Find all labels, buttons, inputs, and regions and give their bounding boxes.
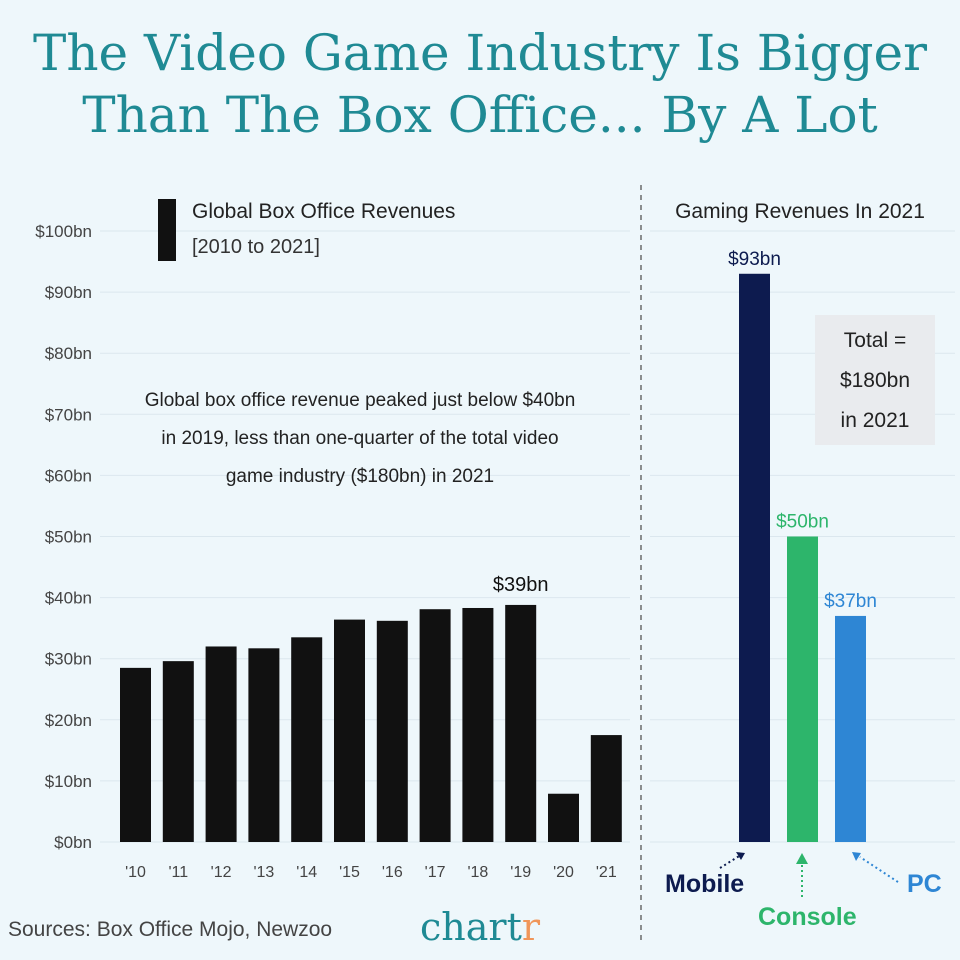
page-title: The Video Game Industry Is Bigger Than T… xyxy=(0,22,960,146)
box-office-bar xyxy=(291,637,323,842)
gaming-bar-console xyxy=(787,536,818,842)
y-tick-label: $20bn xyxy=(45,711,92,730)
box-office-chart-title: Global Box Office Revenues xyxy=(192,200,456,223)
pc-pointer xyxy=(859,856,899,883)
title-line-2: Than The Box Office... By A Lot xyxy=(82,86,878,144)
x-tick-label: '12 xyxy=(211,864,232,881)
x-tick-label: '11 xyxy=(168,864,188,881)
y-tick-label: $50bn xyxy=(45,528,92,547)
x-tick-label: '16 xyxy=(382,864,403,881)
total-line-1: Total = xyxy=(843,329,907,352)
mobile-arrowhead xyxy=(736,852,745,860)
gaming-chart-title: Gaming Revenues In 2021 xyxy=(675,200,925,223)
y-tick-label: $60bn xyxy=(45,466,92,485)
x-tick-label: '17 xyxy=(425,864,446,881)
category-label-console: Console xyxy=(758,903,857,931)
gaming-value-label: $50bn xyxy=(776,512,829,533)
box-office-bar xyxy=(462,607,494,842)
category-pointers xyxy=(719,852,899,897)
legend-swatch xyxy=(158,199,176,261)
gaming-value-label: $93bn xyxy=(728,249,781,270)
sources-note: Sources: Box Office Mojo, Newzoo xyxy=(8,918,333,941)
y-tick-label: $40bn xyxy=(45,589,92,608)
gaming-bar-pc xyxy=(835,615,866,842)
title-line-1: The Video Game Industry Is Bigger xyxy=(33,24,927,82)
box-office-chart-subtitle: [2010 to 2021] xyxy=(192,236,320,258)
box-office-bar xyxy=(505,604,537,842)
pc-arrowhead xyxy=(852,852,861,861)
box-office-bar xyxy=(376,620,408,842)
box-office-x-axis: '10 '11 '12 '13 '14 '15 '16 '17 '18 '19 '20 '21 xyxy=(125,864,617,881)
box-office-bar xyxy=(334,619,365,842)
logo-text-end: r xyxy=(521,905,541,949)
x-tick-label: '20 xyxy=(553,864,574,881)
box-office-bar xyxy=(590,735,622,842)
x-tick-label: '21 xyxy=(596,864,617,881)
total-callout: Total = $180bn in 2021 xyxy=(815,315,935,445)
gaming-bars: $93bn $50bn $37bn xyxy=(728,249,877,842)
box-office-bar xyxy=(548,793,579,842)
x-tick-label: '13 xyxy=(253,864,274,881)
x-tick-label: '10 xyxy=(125,864,146,881)
total-line-3: in 2021 xyxy=(840,409,910,432)
y-tick-label: $90bn xyxy=(45,283,92,302)
box-office-bar xyxy=(248,648,280,842)
y-tick-label: $80bn xyxy=(45,344,92,363)
box-office-annotation: Global box office revenue peaked just be… xyxy=(144,390,576,487)
y-tick-label: $30bn xyxy=(45,650,92,669)
gaming-bar-mobile xyxy=(739,273,770,842)
console-arrowhead xyxy=(796,853,808,864)
category-label-pc: PC xyxy=(907,870,942,898)
box-office-bar xyxy=(419,609,451,842)
gaming-value-label: $37bn xyxy=(824,591,877,612)
x-tick-label: '15 xyxy=(339,864,360,881)
y-tick-label: $10bn xyxy=(45,772,92,791)
y-tick-label: $0bn xyxy=(54,833,92,852)
y-tick-label: $70bn xyxy=(45,405,92,424)
box-office-peak-label: $39bn xyxy=(493,574,549,596)
x-tick-label: '14 xyxy=(296,864,317,881)
box-office-bar xyxy=(162,661,194,842)
y-tick-label: $100bn xyxy=(35,222,92,241)
chartr-logo: chartr xyxy=(420,905,540,949)
y-axis: $0bn $10bn $20bn $30bn $40bn $50bn $60bn $70bn $… xyxy=(35,222,92,852)
box-office-bar xyxy=(120,667,151,842)
total-line-2: $180bn xyxy=(839,369,911,392)
box-office-bars: $39bn xyxy=(120,574,622,842)
category-label-mobile: Mobile xyxy=(665,870,745,898)
x-tick-label: '18 xyxy=(467,864,488,881)
box-office-bar xyxy=(205,646,237,842)
x-tick-label: '19 xyxy=(510,864,531,881)
logo-text: chart xyxy=(420,905,522,949)
